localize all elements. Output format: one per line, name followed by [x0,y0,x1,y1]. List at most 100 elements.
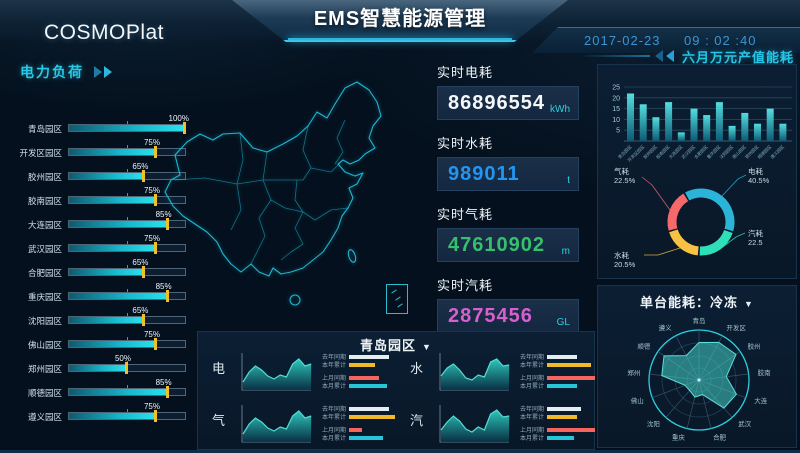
metric-label: 实时水耗 [437,136,494,151]
metric-card: 实时汽耗 2875456 GL [437,275,579,333]
legend-swatch [349,427,362,432]
donut-label: 水耗 20.5% [614,251,636,269]
load-bar-marker [165,386,169,398]
load-row: 顺德园区 85% [6,378,196,404]
trend-chart-label: 水 [410,361,424,376]
svg-text:大连: 大连 [754,396,768,405]
load-bar-track: 75% [68,234,186,254]
inset-dash [395,296,401,301]
header: EMS智慧能源管理 2017-02-23 09 : 02 :40 COSMOPl… [0,0,800,65]
load-bar-track: 65% [68,306,186,326]
svg-text:青岛: 青岛 [693,316,706,325]
trend-legend: 去年同期 本年累计 上月同期 本月累计 [318,405,395,442]
svg-text:遵义: 遵义 [659,323,673,332]
legend-label: 去年同期 [321,407,346,413]
output-energy-header: 六月万元产值能耗 [579,48,794,65]
svg-text:20: 20 [612,95,620,102]
legend-row: 本月累计 [318,382,389,390]
legend-row: 上月同期 [318,374,389,382]
load-bar-midtick [127,265,128,268]
bar [677,132,685,141]
donut-slice [685,188,735,232]
load-row: 遵义园区 75% [6,402,196,428]
svg-text:开发区: 开发区 [726,323,746,332]
trend-chart-label: 汽 [410,413,424,428]
metric-value-box: 989011 t [437,157,579,191]
trend-area-chart [439,405,510,443]
load-bar-track: 65% [68,162,186,182]
load-bar-fill [69,125,185,131]
load-bar-value: 65% [132,162,149,171]
load-row: 胶州园区 65% [6,162,196,188]
load-bar-track: 85% [68,378,186,398]
metric-value: 86896554 [448,91,545,114]
unit-energy-panel: 单台能耗：冷冻 ▼ 青岛 开发区 胶州 胶南 大连 武汉 合肥 重庆 沈阳 佛山 郑州 顺德 遵义 [597,285,797,448]
load-bar-fill [69,317,145,323]
energy-share-donut-chart [641,174,747,256]
metric-card: 实时气耗 47610902 m [437,204,579,262]
legend-row: 去年同期 [318,353,389,361]
legend-swatch [349,406,389,411]
inset-dash [397,303,403,308]
load-bar-midtick [127,337,128,340]
chevron-left-icon[interactable] [665,50,674,62]
load-row-label: 青岛园区 [27,124,62,134]
legend-label: 上月同期 [321,376,346,382]
legend-row: 上月同期 [516,374,595,382]
load-row: 沈阳园区 65% [6,306,196,332]
donut-slice [699,229,733,256]
bar [652,117,660,141]
svg-text:武汉: 武汉 [738,419,752,428]
chevron-left-icon[interactable] [654,50,663,62]
load-bar-marker [154,242,157,254]
date-label: 2017-02-23 [584,33,661,48]
load-bar-fill [69,413,156,419]
park-trends-panel: 青岛园区 ▼ 电去年同期 本年累计 上月同期 本月累计水去年同期 本年累计 上月同期 本月累计… [197,331,595,450]
realtime-metrics: 实时电耗 86896554 kWh 实时水耗 989011 t 实时气耗 47610902 m 实… [437,62,579,346]
park-selector-dropdown[interactable]: 青岛园区 ▼ [198,335,594,354]
legend-row: 本年累计 [318,413,395,421]
load-row-label: 合肥园区 [27,268,62,278]
legend-swatch [349,362,375,367]
legend-swatch [547,406,581,411]
load-row: 佛山园区 75% [6,330,196,356]
metric-value-box: 86896554 kWh [437,86,579,120]
load-bar-value: 75% [143,186,160,195]
bar [627,93,634,141]
svg-text:5: 5 [616,128,620,135]
load-bar-marker [154,146,157,158]
legend-row: 去年同期 [516,405,595,413]
load-bar-value: 85% [155,210,172,219]
trend-chart-汽: 汽 去年同期 本年累计 上月同期 本月累计 [404,402,595,450]
metric-label: 实时气耗 [437,207,494,222]
power-load-title: 电力负荷 [20,64,84,80]
legend-swatch [547,354,577,359]
load-row: 重庆园区 85% [6,282,196,308]
unit-energy-dropdown[interactable]: 单台能耗：冷冻 ▼ [598,292,796,311]
power-load-panel: 电力负荷 青岛园区 100% 开发区园区 75% 胶州园区 65% 胶南园区 75% 大连园区 8… [6,58,196,450]
load-row: 青岛园区 100% [6,114,196,140]
load-row: 郑州园区 50% [6,354,196,380]
load-row-label: 胶南园区 [27,196,62,206]
load-bar-marker [142,266,146,278]
trend-chart-水: 水 去年同期 本年累计 上月同期 本月累计 [404,350,595,398]
load-bar-marker [154,410,157,422]
output-energy-bar-chart: 510152025青岛园区开发区园区胶州园区胶南园区大连园区武汉园区合肥园区重庆… [612,85,792,164]
legend-label: 本年累计 [321,415,346,421]
load-bar-midtick [127,193,128,196]
legend-swatch [547,435,574,440]
load-bar-track: 85% [68,210,186,230]
metric-value-box: 2875456 GL [437,299,579,333]
svg-text:佛山: 佛山 [631,396,644,405]
load-row-label: 重庆园区 [27,292,62,302]
load-bar-value: 75% [143,402,160,411]
load-row-label: 顺德园区 [27,388,62,398]
load-bar-marker [154,338,157,350]
legend-swatch [349,383,387,388]
legend-label: 本月累计 [519,384,544,390]
load-bar-marker [165,218,169,230]
bar [754,123,761,141]
metric-unit: m [561,246,570,257]
metric-value-box: 47610902 m [437,228,579,262]
load-bar-track: 75% [68,330,186,350]
